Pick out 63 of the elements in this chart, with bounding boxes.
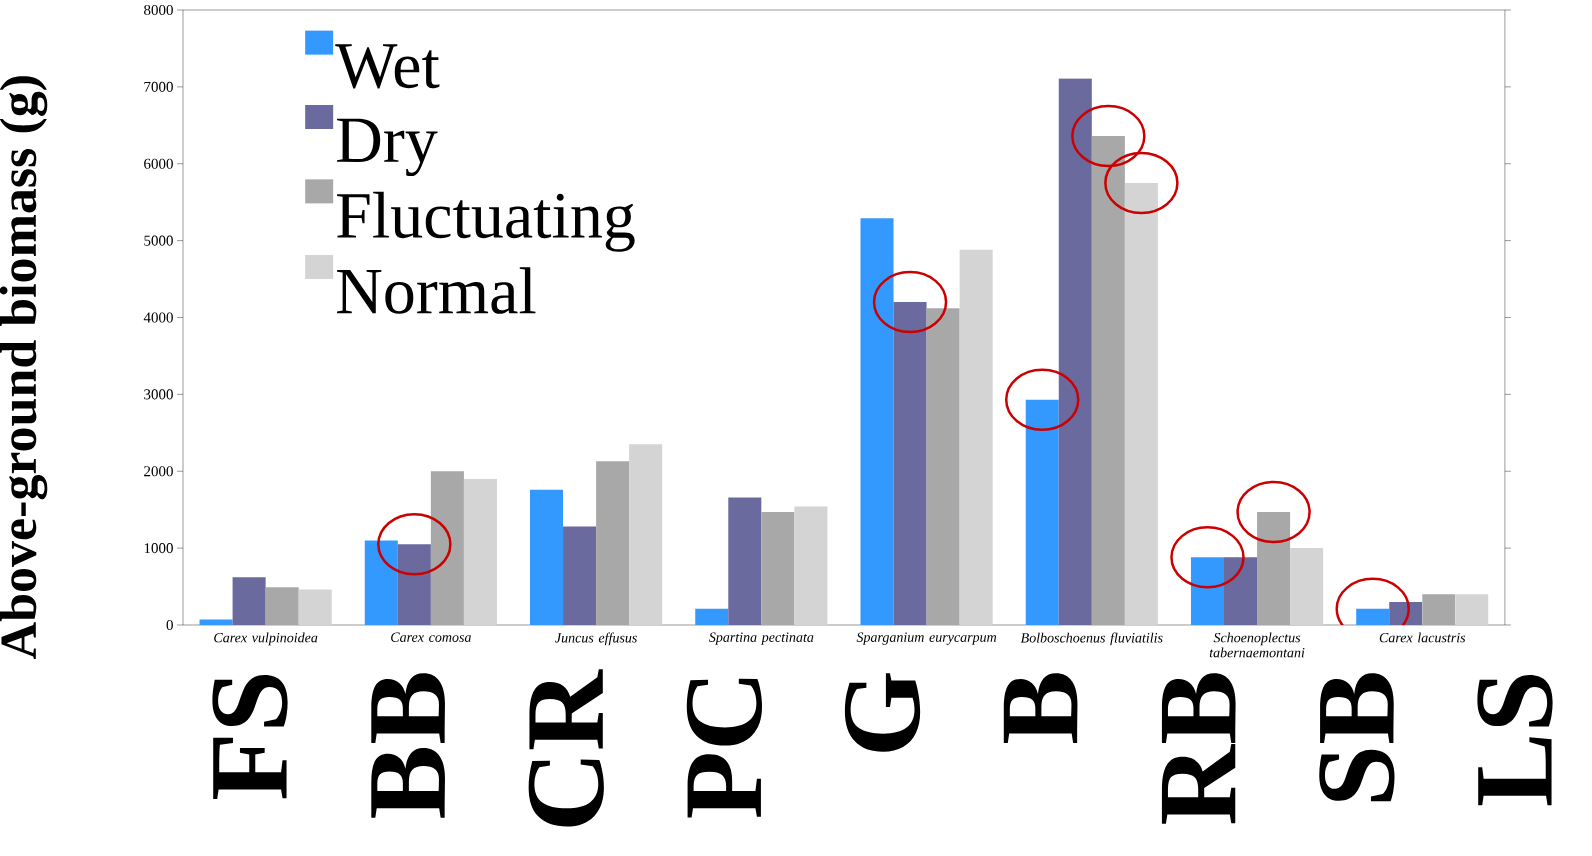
bar — [893, 302, 927, 625]
x-tick-label: Juncus effusus — [555, 632, 637, 646]
x-tick-label: Spartina pectinata — [709, 632, 814, 645]
legend-label: Dry — [337, 118, 438, 177]
legend-label: Normal — [337, 267, 536, 314]
x-tick-label: Carex comosa — [391, 632, 471, 642]
bar — [695, 608, 729, 625]
bar — [926, 308, 960, 625]
bar — [463, 478, 497, 625]
bar — [364, 540, 398, 625]
bar — [1058, 78, 1092, 625]
bar — [1389, 601, 1423, 625]
bar — [232, 577, 266, 625]
bar — [1224, 557, 1258, 625]
legend-label: Fluctuating — [337, 191, 635, 252]
x-tick-label: Schoenoplectus tabernaemontani — [1209, 632, 1305, 658]
bar — [794, 506, 828, 625]
y-tick-label: 4000 — [143, 312, 173, 323]
y-tick-label: 2000 — [144, 466, 173, 477]
text: CR — [528, 669, 604, 827]
y-tick-label: 6000 — [144, 158, 173, 169]
bar — [199, 619, 233, 625]
bar — [1257, 511, 1291, 625]
y-tick-label: 1000 — [144, 543, 173, 554]
text: FS — [212, 674, 288, 799]
bar — [298, 589, 332, 625]
text: SB — [1319, 673, 1395, 802]
bar — [959, 249, 993, 625]
bar — [1455, 594, 1489, 625]
x-tick-label: Bolboschoenus fluviatilis — [1020, 632, 1163, 646]
x-tick-label: Sparganium eurycarpum — [856, 632, 997, 645]
bar — [397, 544, 431, 625]
bar — [265, 587, 299, 625]
bar — [1091, 136, 1125, 625]
bar — [1124, 182, 1158, 625]
bar — [430, 471, 464, 625]
text: G — [844, 673, 921, 752]
bar — [1190, 557, 1224, 625]
bar — [1356, 608, 1390, 625]
y-tick-label: 5000 — [144, 235, 173, 246]
y-axis-title: Above-ground biomass (g) — [0, 76, 48, 659]
text: LS — [1477, 674, 1553, 806]
bar — [728, 497, 762, 625]
y-tick-label: 7000 — [144, 81, 173, 92]
bar — [596, 461, 630, 625]
bar — [629, 444, 663, 625]
bar — [761, 511, 795, 625]
legend-label: Wet — [335, 44, 440, 89]
text: B — [1003, 673, 1078, 744]
bar — [530, 489, 564, 625]
bar — [860, 218, 894, 625]
bar — [1422, 594, 1456, 625]
bar — [1290, 548, 1324, 625]
text: BB — [371, 673, 445, 818]
text: RB — [1161, 673, 1236, 824]
x-tick-label: Carex lacustris — [1379, 632, 1466, 643]
y-tick-label: 3000 — [144, 389, 173, 400]
x-tick-label: Carex vulpinoidea — [214, 632, 318, 646]
bar — [1025, 399, 1059, 625]
y-tick-label: 0 — [166, 619, 173, 631]
y-tick-label: 8000 — [144, 4, 173, 16]
bar — [563, 526, 597, 625]
text: PC — [686, 678, 763, 818]
